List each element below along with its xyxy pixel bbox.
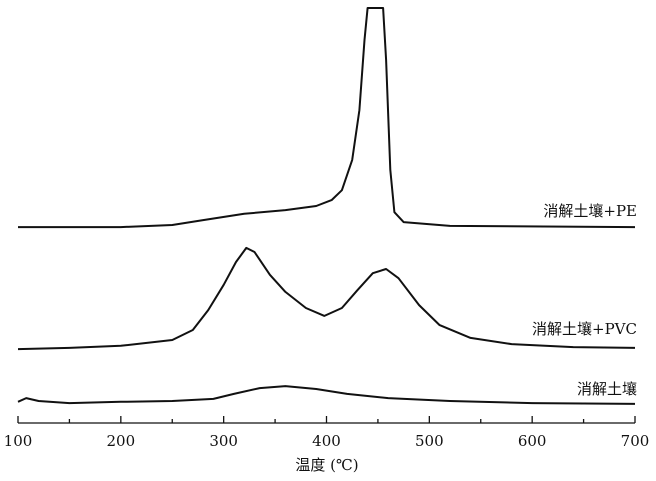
x-tick-label: 200: [107, 432, 136, 450]
x-tick-label: 700: [621, 432, 650, 450]
series-label: 消解土壤+PVC: [532, 320, 637, 338]
series-label: 消解土壤+PE: [543, 202, 637, 220]
page: {"chart_data": {"type": "line", "x_label…: [0, 0, 656, 481]
x-tick-label: 400: [312, 432, 341, 450]
chart: 温度 (℃) 100 200 300 400 500 600 700 消解土壤+PE 消解土壤+…: [0, 0, 656, 481]
x-tick-label: 300: [209, 432, 238, 450]
x-tick-label: 100: [4, 432, 33, 450]
curve: [18, 8, 635, 227]
x-tick-label: 600: [518, 432, 547, 450]
curve: [18, 386, 635, 404]
series-label: 消解土壤: [577, 380, 637, 398]
x-tick-label: 500: [415, 432, 444, 450]
x-axis-label: 温度 (℃): [295, 456, 358, 474]
